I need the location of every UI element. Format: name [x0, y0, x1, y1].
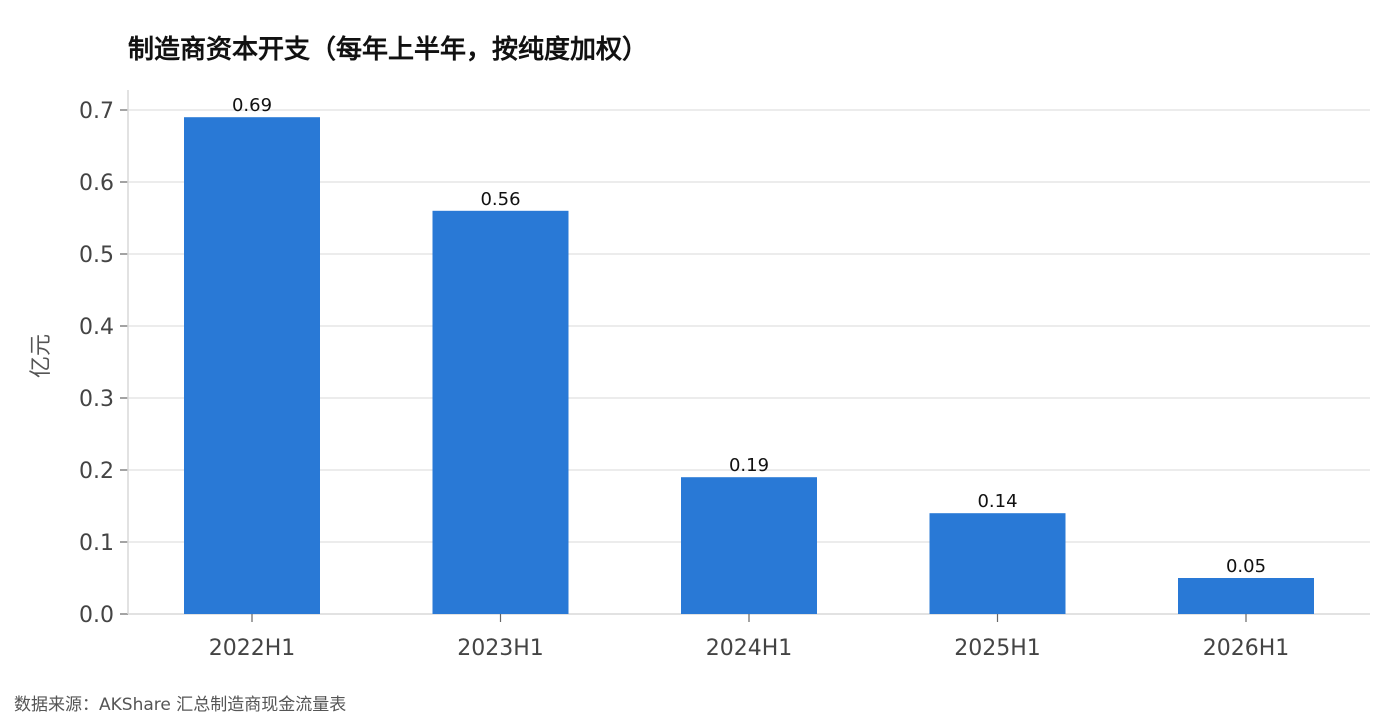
x-tick-label-2026H1: 2026H1: [1203, 636, 1290, 661]
y-tick-label: 0.6: [79, 171, 114, 196]
chart-title: 制造商资本开支（每年上半年，按纯度加权）: [128, 34, 648, 65]
bar-2026H1: [1178, 578, 1314, 614]
y-tick-labels: 0.0 0.1 0.2 0.3 0.4 0.5 0.6 0.7: [79, 99, 114, 628]
y-tick-label: 0.0: [79, 603, 114, 628]
y-tick-label: 0.3: [79, 387, 114, 412]
data-labels: 0.69 0.56 0.19 0.14 0.05: [232, 95, 1266, 577]
y-tick-label: 0.1: [79, 531, 114, 556]
x-tick-label-2024H1: 2024H1: [706, 636, 793, 661]
y-tick-label: 0.5: [79, 243, 114, 268]
data-label-2026H1: 0.05: [1226, 556, 1266, 577]
y-tick-label: 0.4: [79, 315, 114, 340]
bar-2025H1: [929, 513, 1066, 614]
bar-2022H1: [184, 117, 320, 614]
x-tick-labels: 2022H1 2023H1 2024H1 2025H1 2026H1: [209, 636, 1290, 661]
bar-2023H1: [432, 210, 569, 615]
data-source-note: 数据来源：AKShare 汇总制造商现金流量表: [14, 695, 347, 715]
y-tick-label: 0.2: [79, 459, 114, 484]
data-label-2025H1: 0.14: [977, 491, 1017, 512]
y-axis-label: 亿元: [29, 334, 54, 378]
data-label-2022H1: 0.69: [232, 95, 272, 116]
y-tick-label: 0.7: [79, 99, 114, 124]
bar-2024H1: [681, 477, 817, 614]
x-tick-label-2022H1: 2022H1: [209, 636, 296, 661]
data-label-2023H1: 0.56: [480, 189, 520, 210]
grid-lines: [128, 109, 1370, 543]
x-tick-label-2023H1: 2023H1: [457, 636, 544, 661]
bars: [184, 117, 1314, 615]
x-tick-label-2025H1: 2025H1: [954, 636, 1041, 661]
data-label-2024H1: 0.19: [729, 455, 769, 476]
